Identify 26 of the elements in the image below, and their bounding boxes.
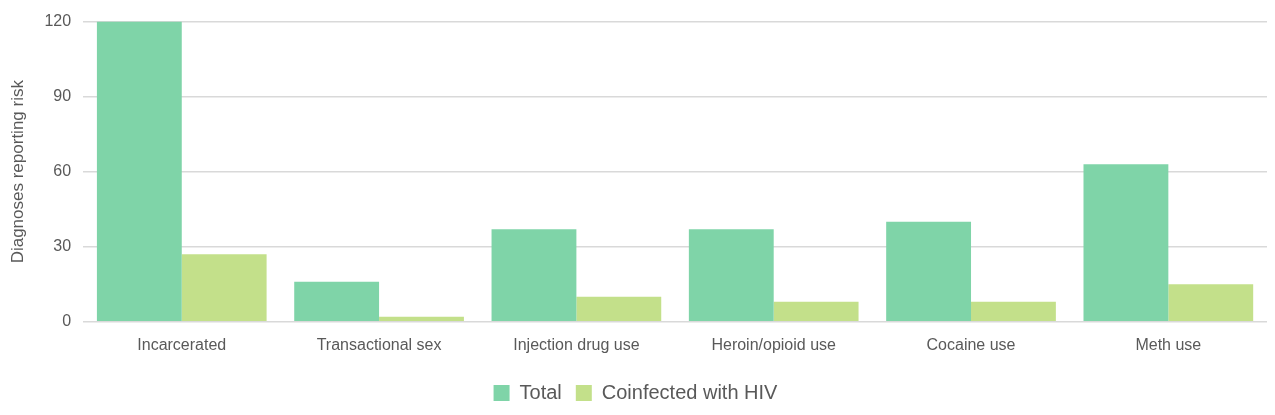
bar [96, 21, 182, 322]
x-tick-label: Meth use [1135, 335, 1202, 353]
bar [294, 281, 380, 322]
legend-label: Coinfected with HIV [601, 380, 779, 403]
bar [971, 301, 1056, 322]
bar [688, 229, 774, 322]
bar [491, 229, 577, 322]
bar [379, 316, 464, 322]
y-tick-label: 0 [62, 312, 72, 330]
y-tick-label: 90 [53, 87, 72, 105]
bar [773, 301, 859, 322]
bar [1083, 164, 1169, 322]
x-tick-label: Incarcerated [137, 335, 227, 353]
bar [1168, 284, 1254, 322]
x-tick-label: Transactional sex [316, 335, 442, 353]
bar [886, 221, 972, 322]
y-axis-title: Diagnoses reporting risk [7, 79, 27, 264]
legend-label: Total [519, 380, 562, 403]
bar [181, 254, 267, 322]
x-tick-label: Injection drug use [513, 335, 640, 353]
bar [576, 296, 662, 322]
x-tick-label: Heroin/opioid use [711, 335, 837, 353]
x-tick-label: Cocaine use [926, 335, 1016, 353]
y-tick-label: 30 [53, 237, 72, 255]
y-tick-label: 60 [53, 162, 72, 180]
y-tick-label: 120 [44, 12, 72, 30]
